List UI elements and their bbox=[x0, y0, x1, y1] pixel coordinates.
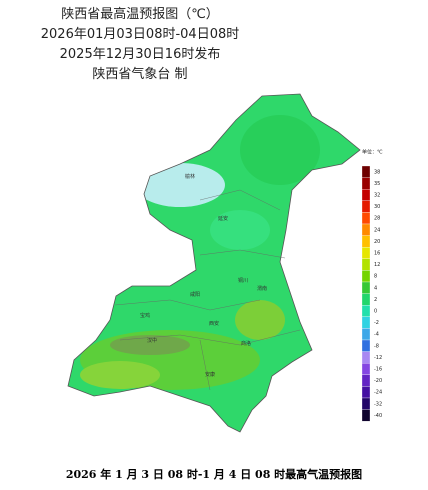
legend-label: -4 bbox=[374, 332, 379, 338]
legend-swatch bbox=[361, 305, 371, 317]
legend-swatch bbox=[361, 293, 371, 306]
legend-title: 单位：℃ bbox=[362, 149, 383, 156]
legend-swatch bbox=[361, 339, 371, 352]
city-label: 榆林 bbox=[185, 173, 195, 180]
city-label: 宝鸡 bbox=[140, 312, 150, 319]
legend-swatch bbox=[361, 374, 371, 387]
legend-swatch bbox=[361, 165, 371, 178]
legend-label: 0 bbox=[374, 309, 377, 315]
legend-swatch bbox=[361, 281, 371, 294]
legend-label: 38 bbox=[374, 169, 380, 175]
legend: 3835323028242016128420-2-4-8-12-16-20-24… bbox=[361, 165, 382, 422]
publisher: 陕西省气象台 制 bbox=[92, 66, 187, 82]
legend-label: 20 bbox=[374, 239, 380, 245]
legend-label: -2 bbox=[374, 320, 379, 326]
legend-swatch bbox=[361, 223, 371, 236]
legend-swatch bbox=[361, 270, 371, 283]
legend-swatch bbox=[361, 177, 371, 190]
legend-label: 2 bbox=[374, 297, 377, 303]
title: 陕西省最高温预报图（℃） bbox=[61, 6, 219, 22]
legend-swatch bbox=[361, 189, 371, 201]
legend-label: 30 bbox=[374, 204, 380, 210]
legend-label: 24 bbox=[374, 227, 380, 233]
legend-swatch bbox=[361, 235, 371, 248]
legend-label: -24 bbox=[374, 390, 382, 396]
legend-label: -32 bbox=[374, 401, 382, 407]
legend-label: -8 bbox=[374, 343, 379, 349]
legend-swatch bbox=[361, 363, 371, 375]
province-border bbox=[67, 93, 361, 433]
legend-label: -20 bbox=[374, 378, 382, 384]
city-label: 安康 bbox=[205, 371, 215, 378]
legend-swatch bbox=[361, 397, 371, 410]
legend-label: 16 bbox=[374, 251, 380, 257]
city-label: 渭南 bbox=[257, 285, 267, 292]
city-label: 西安 bbox=[209, 320, 219, 327]
city-label: 商洛 bbox=[241, 340, 251, 347]
legend-swatch bbox=[361, 247, 371, 259]
temperature-field bbox=[68, 94, 360, 432]
city-label: 咸阳 bbox=[190, 291, 200, 298]
city-label: 汉中 bbox=[147, 337, 157, 344]
legend-label: 32 bbox=[374, 193, 380, 199]
legend-swatch bbox=[361, 351, 371, 364]
legend-label: -40 bbox=[374, 413, 382, 419]
legend-swatch bbox=[361, 316, 371, 329]
city-label: 延安 bbox=[218, 215, 228, 222]
legend-label: -12 bbox=[374, 355, 382, 361]
legend-swatch bbox=[361, 328, 371, 341]
legend-swatch bbox=[361, 212, 371, 225]
legend-swatch bbox=[361, 409, 371, 422]
city-label: 铜川 bbox=[238, 277, 248, 284]
legend-label: -16 bbox=[374, 367, 382, 373]
legend-label: 35 bbox=[374, 181, 380, 187]
period: 2026年01月03日08时-04日08时 bbox=[41, 27, 240, 42]
legend-swatch bbox=[361, 258, 371, 271]
legend-swatch bbox=[361, 200, 371, 213]
legend-label: 8 bbox=[374, 274, 377, 280]
city-borders bbox=[114, 189, 301, 391]
legend-label: 4 bbox=[374, 285, 377, 291]
legend-label: 12 bbox=[374, 262, 380, 268]
legend-label: 28 bbox=[374, 216, 380, 222]
caption: 2026 年 1 月 3 日 08 时-1 月 4 日 08 时最高气温预报图 bbox=[66, 467, 362, 481]
issued: 2025年12月30日16时发布 bbox=[60, 46, 221, 62]
legend-swatch bbox=[361, 386, 371, 399]
